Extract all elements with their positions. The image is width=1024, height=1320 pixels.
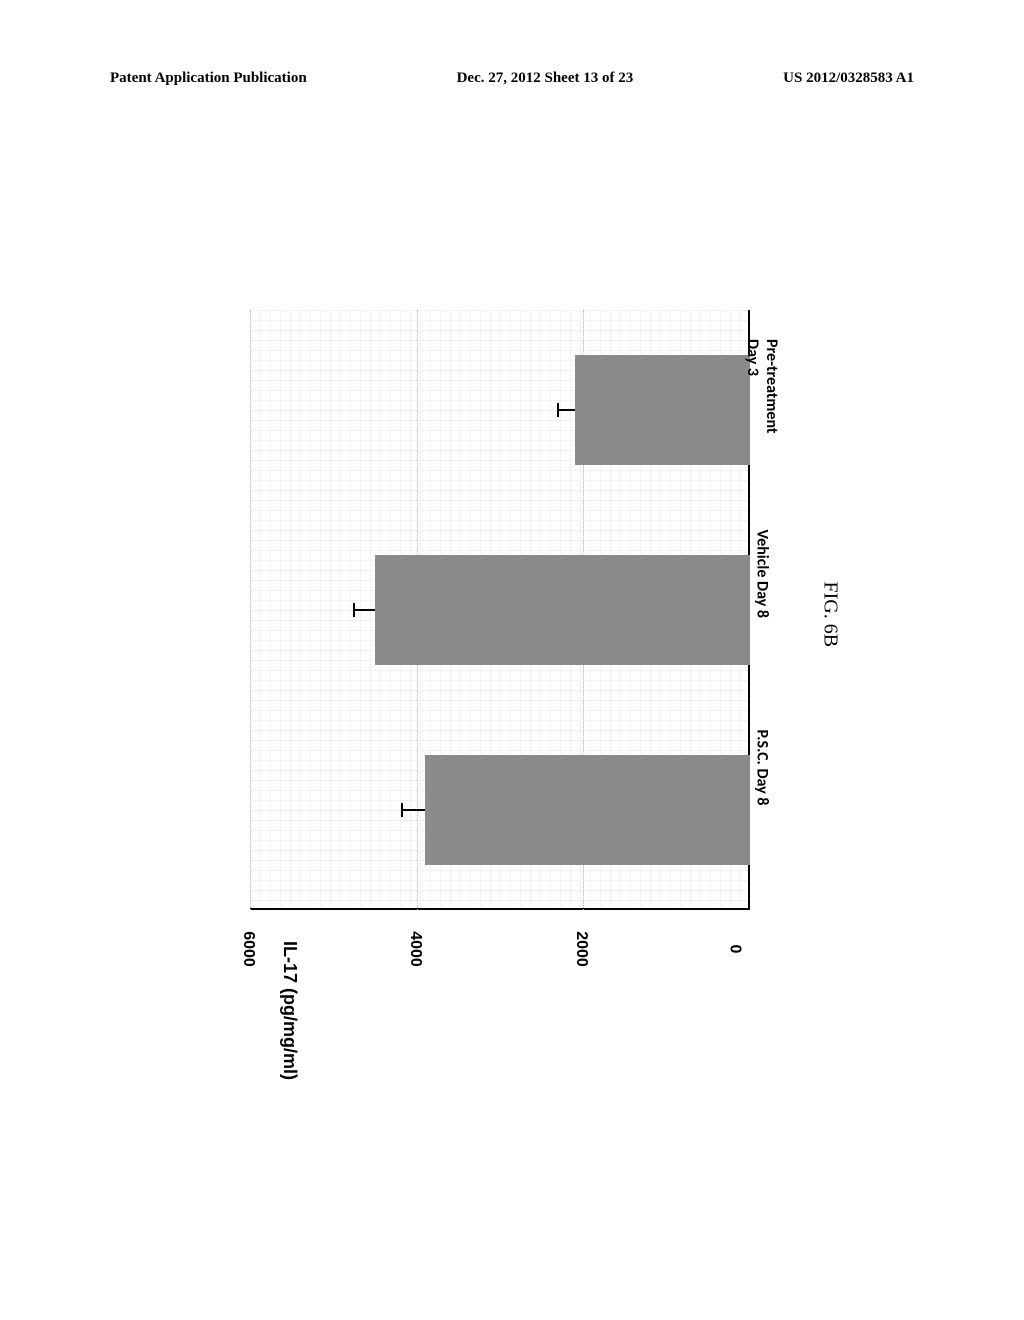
y-tick-label: 2000 <box>572 931 590 967</box>
header-left: Patent Application Publication <box>110 70 307 87</box>
figure-caption: FIG. 6B <box>819 582 842 648</box>
bar <box>375 555 750 665</box>
error-cap <box>557 403 559 417</box>
bar <box>575 355 750 465</box>
header-right: US 2012/0328583 A1 <box>783 70 914 87</box>
category-label: Pre-treatmentDay 3 <box>743 339 781 433</box>
error-bar <box>402 809 425 811</box>
category-label: Vehicle Day 8 <box>753 530 772 619</box>
bar-slot <box>250 555 750 665</box>
error-bar <box>558 409 575 411</box>
category-label: P.S.C. Day 8 <box>753 730 772 806</box>
bar-slot <box>250 355 750 465</box>
y-tick-label: 0 <box>725 945 743 954</box>
figure: 0200040006000Pre-treatmentDay 3Vehicle D… <box>250 310 750 910</box>
y-axis-line <box>250 908 750 910</box>
y-tick-label: 4000 <box>405 931 423 967</box>
page-header: Patent Application Publication Dec. 27, … <box>110 70 914 87</box>
error-cap <box>401 803 403 817</box>
y-axis-title: IL-17 (pg/mg/ml) <box>279 941 300 1080</box>
header-center: Dec. 27, 2012 Sheet 13 of 23 <box>457 70 634 87</box>
error-cap <box>353 603 355 617</box>
page: Patent Application Publication Dec. 27, … <box>0 0 1024 1320</box>
bar-slot <box>250 755 750 865</box>
error-bar <box>354 609 375 611</box>
y-tick-label: 6000 <box>239 931 257 967</box>
bar <box>425 755 750 865</box>
